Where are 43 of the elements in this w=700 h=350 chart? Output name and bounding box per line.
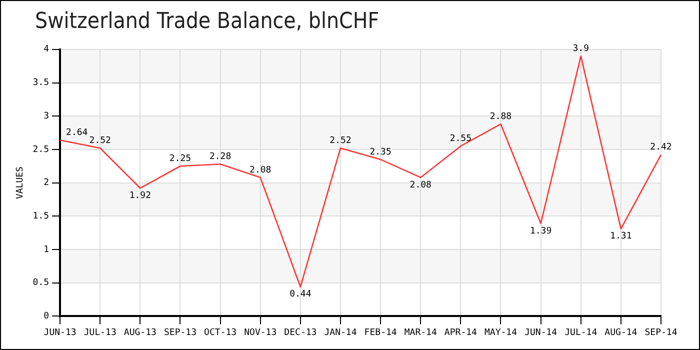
x-tick-label: NOV-13 bbox=[244, 328, 277, 338]
x-tick-label: FEB-14 bbox=[364, 328, 397, 338]
x-tick-label: MAR-14 bbox=[404, 328, 437, 338]
y-tick-label: 1 bbox=[44, 244, 50, 255]
chart-title: Switzerland Trade Balance, blnCHF bbox=[35, 9, 380, 34]
data-label: 2.52 bbox=[330, 136, 352, 146]
data-label: 2.28 bbox=[209, 152, 232, 162]
data-label: 1.39 bbox=[530, 226, 552, 236]
data-label: 2.25 bbox=[169, 154, 192, 164]
x-tick-label: OCT-13 bbox=[204, 328, 237, 338]
data-label: 2.64 bbox=[66, 128, 88, 138]
data-label: 2.55 bbox=[450, 134, 472, 144]
x-tick-label: AUG-14 bbox=[604, 328, 638, 338]
data-label: 3.9 bbox=[572, 44, 590, 54]
y-tick-label: 3.5 bbox=[32, 78, 50, 88]
data-label: 2.08 bbox=[250, 165, 272, 176]
x-tick-label: JUL-13 bbox=[84, 328, 116, 338]
x-tick-label: APR-14 bbox=[444, 328, 477, 338]
y-tick-label: 0.5 bbox=[32, 278, 50, 288]
y-axis-title: VALUES bbox=[16, 166, 26, 200]
data-label: 1.92 bbox=[129, 190, 152, 201]
x-tick-label: JUN-14 bbox=[524, 328, 558, 338]
y-tick-label: 4 bbox=[44, 44, 50, 55]
y-tick-label: 2 bbox=[44, 178, 50, 188]
x-tick-label: MAY-14 bbox=[484, 328, 518, 338]
data-label: 2.42 bbox=[650, 142, 672, 153]
y-tick-label: 0 bbox=[44, 312, 50, 322]
data-label: 2.08 bbox=[410, 180, 432, 190]
data-label: 2.88 bbox=[490, 112, 512, 122]
y-tick-label: 3 bbox=[44, 111, 50, 122]
data-label: 2.35 bbox=[370, 147, 392, 158]
x-tick-label: DEC-13 bbox=[284, 328, 317, 338]
x-tick-label: SEP-14 bbox=[644, 328, 678, 338]
x-tick-label: AUG-13 bbox=[124, 328, 156, 338]
data-label: 2.52 bbox=[89, 136, 111, 146]
x-tick-label: JUL-14 bbox=[564, 328, 598, 338]
y-tick-label: 2.5 bbox=[32, 144, 50, 155]
x-tick-label: SEP-13 bbox=[164, 328, 196, 338]
x-tick-label: JUN-13 bbox=[44, 328, 76, 338]
data-label: 0.44 bbox=[290, 290, 312, 300]
y-tick-label: 1.5 bbox=[32, 211, 50, 222]
x-tick-label: JAN-14 bbox=[324, 328, 357, 338]
data-label: 1.31 bbox=[610, 232, 632, 242]
